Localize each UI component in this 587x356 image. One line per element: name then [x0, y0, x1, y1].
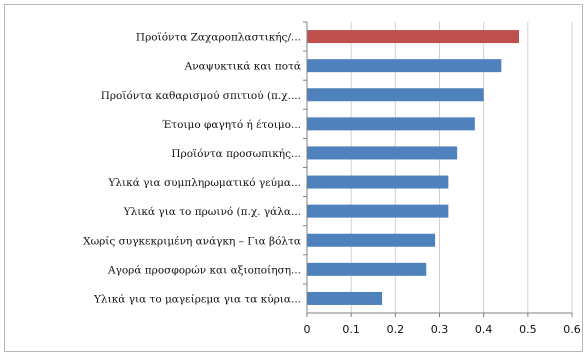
bars — [307, 30, 519, 305]
category-label: Υλικά για το μαγείρεμα για τα κύρια... — [93, 292, 301, 305]
bar — [307, 59, 502, 73]
bar — [307, 233, 436, 247]
x-tick-label: 0.2 — [387, 323, 405, 336]
bar-highlighted — [307, 30, 519, 44]
bar — [307, 117, 475, 131]
x-tick-label: 0.5 — [519, 323, 537, 336]
bar — [307, 88, 484, 102]
category-label: Αναψυκτικά και ποτά — [184, 61, 301, 73]
bar — [307, 291, 383, 305]
axes — [303, 21, 573, 317]
x-tick-label: 0 — [304, 323, 311, 336]
category-label: Αγορά προσφορών και αξιοποίηση... — [107, 263, 301, 276]
bar — [307, 262, 427, 276]
category-label: Χωρίς συγκεκριμένη ανάγκη – Για βόλτα — [83, 234, 301, 247]
category-label: Προϊόντα Ζαχαροπλαστικής/... — [136, 31, 301, 44]
category-label: Υλικά για συμπληρωματικό γεύμα... — [107, 177, 301, 189]
x-tick-labels: 0 0.1 0.2 0.3 0.4 0.5 0.6 — [304, 323, 581, 336]
x-tick-label: 0.6 — [563, 323, 581, 336]
category-labels: Προϊόντα Ζαχαροπλαστικής/... Αναψυκτικά κ… — [83, 31, 301, 306]
category-label: Υλικά για το πρωινό (π.χ. γάλα... — [123, 206, 301, 218]
category-label: Προϊόντα καθαρισμού σπιτιού (π.χ.... — [101, 90, 301, 102]
x-tick-label: 0.3 — [431, 323, 449, 336]
category-label: Έτοιμο φαγητό ή έτοιμο... — [162, 118, 301, 131]
x-tick-label: 0.1 — [342, 323, 360, 336]
bar — [307, 175, 449, 189]
category-label: Προϊόντα προσωπικής... — [171, 147, 301, 160]
bar — [307, 146, 458, 160]
bar — [307, 204, 449, 218]
x-tick-label: 0.4 — [475, 323, 493, 336]
